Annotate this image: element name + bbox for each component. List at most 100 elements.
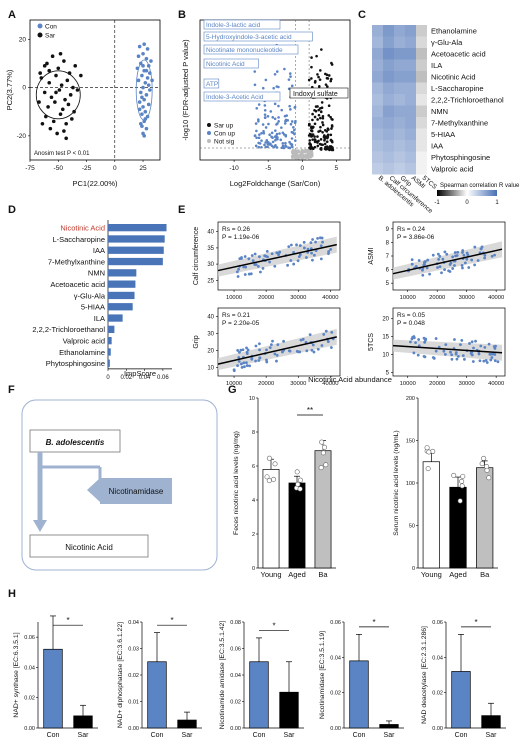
con-point xyxy=(148,71,152,75)
sar-up-point xyxy=(316,141,319,144)
volcano-legend-marker xyxy=(207,123,211,127)
y-tick-label: 0.00 xyxy=(24,726,35,732)
con-point xyxy=(143,117,148,121)
sar-point xyxy=(66,102,71,107)
heatmap-cell xyxy=(383,82,394,94)
y-tick-label: 20 xyxy=(19,36,27,43)
not-sig-point xyxy=(304,153,307,157)
sar-up-point xyxy=(308,142,312,145)
con-up-point xyxy=(289,142,293,146)
bar-category-label: Sar xyxy=(182,732,194,739)
x-tick-label: 40000 xyxy=(322,381,338,387)
y-tick-label: 20 xyxy=(207,349,214,355)
abundance-point xyxy=(474,339,477,343)
sar-point xyxy=(68,93,73,97)
not-sig-point xyxy=(307,155,310,158)
sar-up-point xyxy=(330,124,334,127)
abundance-point xyxy=(417,338,421,341)
heatmap-cell xyxy=(372,140,383,152)
legend-con-label: Con xyxy=(45,24,57,31)
bar-category-label: Young xyxy=(261,570,282,579)
not-sig-point xyxy=(297,156,300,160)
abundance-point xyxy=(471,360,475,363)
abundance-point xyxy=(305,256,308,259)
sar-point xyxy=(63,97,67,102)
sample-point xyxy=(426,449,432,455)
x-tick-label: 20000 xyxy=(258,381,274,387)
con-up-point xyxy=(266,114,270,118)
con-up-point xyxy=(284,144,287,148)
con-up-point xyxy=(294,119,297,123)
heatmap-cell xyxy=(416,82,427,94)
abundance-point xyxy=(417,259,421,262)
sample-point xyxy=(297,486,303,492)
abundance-point xyxy=(477,352,481,356)
abundance-point xyxy=(245,350,249,354)
abundance-point xyxy=(251,259,255,263)
abundance-point xyxy=(237,356,241,359)
con-up-point xyxy=(287,78,291,81)
abundance-point xyxy=(414,264,418,268)
panel-f-diagram: B. adolescentis Nicotinamidase Nicotinic… xyxy=(21,399,218,571)
sar-up-point xyxy=(321,114,325,118)
x-tick-label: 30000 xyxy=(290,295,306,301)
abundance-point xyxy=(289,259,293,262)
con-up-point xyxy=(282,146,286,150)
heatmap-cell xyxy=(416,71,427,83)
heatmap-cell xyxy=(405,128,416,140)
abundance-point xyxy=(270,252,274,256)
rs-value: Rs = 0.26 xyxy=(222,226,250,233)
sample-point xyxy=(459,478,465,484)
y-tick-label: 0.02 xyxy=(128,673,139,679)
abundance-point xyxy=(243,255,247,258)
bar-ylabel: Serum nicotinic acid levels (ng/mL) xyxy=(393,430,400,535)
abundance-point xyxy=(316,237,320,240)
heatmap-cell xyxy=(372,82,383,94)
y-tick-label: 40 xyxy=(207,230,214,236)
sar-point xyxy=(67,71,72,75)
volcano-legend-label: Con up xyxy=(214,131,235,138)
heatmap-cell xyxy=(383,163,394,175)
colorbar-tick: 1 xyxy=(495,200,499,206)
sar-point xyxy=(72,109,76,114)
con-up-point xyxy=(263,143,266,147)
con-point xyxy=(138,90,143,95)
abundance-point xyxy=(431,253,435,257)
con-up-point xyxy=(291,131,295,134)
bar xyxy=(449,486,467,569)
y-tick-label: 0 xyxy=(412,566,415,572)
con-point xyxy=(145,76,150,80)
not-sig-point xyxy=(298,150,301,154)
abundance-point xyxy=(462,357,466,361)
abundance-point xyxy=(455,357,459,361)
sar-up-point xyxy=(314,105,318,108)
bar xyxy=(349,660,369,729)
con-up-point xyxy=(263,116,267,120)
abundance-point xyxy=(268,260,272,264)
con-up-point xyxy=(261,123,265,126)
not-sig-point xyxy=(291,156,294,159)
abundance-point xyxy=(428,272,432,276)
sar-up-point xyxy=(321,121,324,124)
abundance-point xyxy=(470,353,474,357)
abundance-point xyxy=(276,343,280,347)
sar-point xyxy=(79,73,83,78)
con-point xyxy=(138,61,143,66)
sar-up-point xyxy=(321,123,325,127)
abundance-point xyxy=(436,266,439,269)
heatmap-cell xyxy=(372,71,383,83)
abundance-point xyxy=(445,252,449,256)
sar-up-point xyxy=(324,146,328,150)
bar xyxy=(288,482,306,569)
abundance-point xyxy=(490,254,494,258)
con-up-point xyxy=(290,137,294,140)
con-up-point xyxy=(255,107,259,110)
abundance-point xyxy=(453,264,456,267)
x-tick-label: 40000 xyxy=(322,295,338,301)
panel-letter-h: H xyxy=(8,588,16,600)
abundance-point xyxy=(271,339,274,343)
heatmap-cell xyxy=(416,151,427,163)
abundance-point xyxy=(443,250,447,254)
heatmap-cell xyxy=(383,59,394,71)
p-value: P = 1.19e-06 xyxy=(222,234,260,241)
